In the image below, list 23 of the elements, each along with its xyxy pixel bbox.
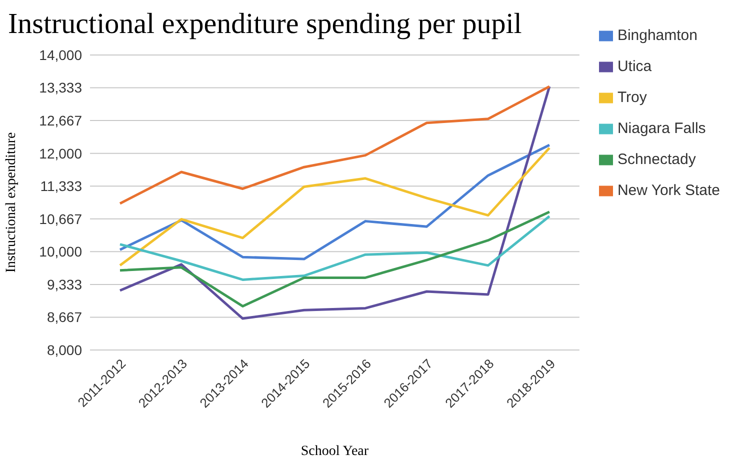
line-series — [118, 85, 551, 320]
chart-title: Instructional expenditure spending per pupil — [8, 8, 522, 41]
y-tick-label: 8,000 — [46, 342, 82, 358]
legend-label: Schnectady — [617, 151, 696, 168]
y-tick-label: 8,667 — [46, 309, 82, 326]
y-axis-title: Instructional expenditure — [4, 132, 19, 273]
y-tick-label: 10,667 — [39, 210, 82, 227]
legend-label: Niagara Falls — [617, 120, 706, 137]
y-tick-label: 12,667 — [39, 112, 82, 129]
y-tick-label: 11,333 — [40, 178, 82, 194]
y-tick-label: 14,000 — [39, 46, 82, 63]
line-series — [118, 210, 551, 308]
legend-label: New York State — [617, 182, 720, 199]
line-series — [118, 215, 551, 281]
y-tick-label: 9,333 — [46, 276, 82, 292]
y-tick-label: 13,333 — [39, 80, 82, 96]
x-axis-title: School Year — [300, 444, 369, 459]
y-tick-label: 12,000 — [39, 145, 82, 162]
legend-label: Binghamton — [617, 27, 698, 44]
line-series — [118, 85, 551, 205]
legend-label: Utica — [617, 58, 652, 75]
legend-label: Troy — [617, 89, 647, 106]
y-tick-label: 10,000 — [39, 244, 82, 260]
